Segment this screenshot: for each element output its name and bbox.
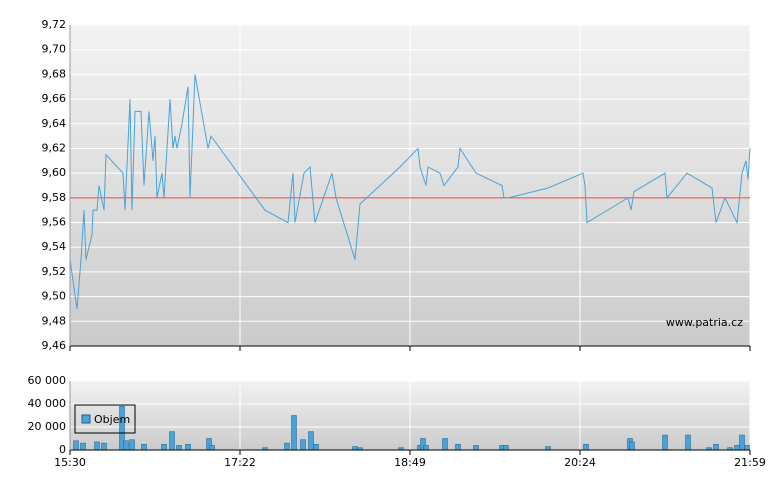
volume-bar xyxy=(629,441,635,451)
volume-bar xyxy=(442,438,448,451)
y-tick-label: 9,48 xyxy=(42,314,67,327)
volume-bar xyxy=(300,439,306,451)
volume-bar xyxy=(169,431,175,451)
volume-bar xyxy=(308,431,314,451)
y-tick-label: 9,70 xyxy=(42,43,67,56)
volume-bar xyxy=(744,445,750,451)
volume-bar xyxy=(503,445,509,451)
y-tick-label: 9,54 xyxy=(42,240,67,253)
volume-bar xyxy=(185,444,191,451)
volume-bar xyxy=(662,434,668,451)
legend-label: Objem xyxy=(94,413,130,426)
x-tick-label: 15:30 xyxy=(54,456,86,469)
volume-bar xyxy=(313,444,319,451)
y-tick-label: 9,52 xyxy=(42,265,67,278)
volume-bar xyxy=(734,445,740,451)
y-tick-label: 9,68 xyxy=(42,67,67,80)
volume-bar xyxy=(455,444,461,451)
volume-bar xyxy=(141,444,147,451)
volume-bar xyxy=(739,434,745,451)
y-tick-label: 20 000 xyxy=(28,420,67,433)
volume-bar xyxy=(545,446,551,451)
watermark: www.patria.cz xyxy=(666,316,743,329)
y-tick-label: 9,46 xyxy=(42,339,67,352)
volume-bar xyxy=(473,445,479,451)
x-tick-label: 17:22 xyxy=(224,456,256,469)
y-tick-label: 9,64 xyxy=(42,117,67,130)
volume-bar xyxy=(209,445,215,451)
legend-box xyxy=(74,404,136,434)
y-tick-label: 60 000 xyxy=(28,374,67,387)
volume-bar xyxy=(583,444,589,451)
y-tick-label: 0 xyxy=(59,443,66,456)
volume-bar xyxy=(291,415,297,451)
volume-bar xyxy=(101,442,107,451)
volume-bar xyxy=(94,441,100,451)
price-line xyxy=(69,74,751,310)
y-tick-label: 9,60 xyxy=(42,166,67,179)
volume-bar xyxy=(284,442,290,451)
volume-bar xyxy=(123,440,129,451)
y-tick-label: 40 000 xyxy=(28,397,67,410)
y-tick-label: 9,50 xyxy=(42,290,67,303)
volume-bar xyxy=(73,440,79,451)
x-tick-label: 21:59 xyxy=(734,456,766,469)
y-tick-label: 9,56 xyxy=(42,216,67,229)
y-tick-label: 9,66 xyxy=(42,92,67,105)
volume-bar xyxy=(80,442,86,451)
y-tick-label: 9,62 xyxy=(42,141,67,154)
volume-bar xyxy=(352,446,358,451)
y-tick-label: 9,72 xyxy=(42,18,67,31)
y-tick-label: 9,58 xyxy=(42,191,67,204)
volume-bar xyxy=(713,444,719,451)
x-tick-label: 18:49 xyxy=(394,456,426,469)
volume-bar xyxy=(423,445,429,451)
legend-swatch xyxy=(81,414,91,424)
volume-bar xyxy=(129,439,135,451)
volume-bar xyxy=(685,434,691,451)
volume-bar xyxy=(176,445,182,451)
x-tick-label: 20:24 xyxy=(564,456,596,469)
volume-bar xyxy=(161,444,167,451)
